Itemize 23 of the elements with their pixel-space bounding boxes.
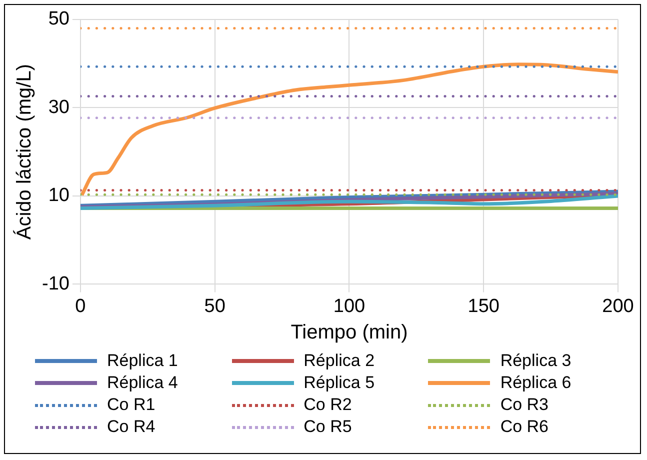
y-tick-label: 50 [48, 8, 70, 30]
legend-label: Co R3 [500, 395, 549, 415]
legend-label: Réplica 1 [107, 351, 178, 371]
x-tick-label: 0 [75, 296, 86, 317]
y-tick-label: 10 [48, 185, 70, 206]
legend-label: Réplica 3 [500, 351, 572, 371]
legend-label: Co R2 [304, 395, 352, 415]
legend-label: Co R5 [304, 417, 352, 437]
y-tick-label: 30 [48, 96, 70, 118]
x-axis-title: Tiempo (min) [290, 322, 408, 344]
x-tick-label: 100 [333, 296, 366, 317]
legend-label: Réplica 5 [304, 373, 375, 393]
legend-label: Réplica 4 [107, 373, 178, 393]
legend-label: Co R6 [500, 417, 549, 437]
y-axis-title: Ácido láctico (mg/L) [12, 64, 36, 240]
legend-label: Co R1 [107, 395, 156, 415]
legend-label: Réplica 2 [304, 351, 375, 371]
y-tick-label: -10 [42, 273, 70, 294]
legend-label: Réplica 6 [500, 373, 572, 393]
x-tick-label: 150 [468, 296, 500, 317]
legend-label: Co R4 [107, 417, 156, 437]
x-tick-label: 50 [204, 296, 226, 317]
x-tick-label: 200 [602, 296, 634, 317]
